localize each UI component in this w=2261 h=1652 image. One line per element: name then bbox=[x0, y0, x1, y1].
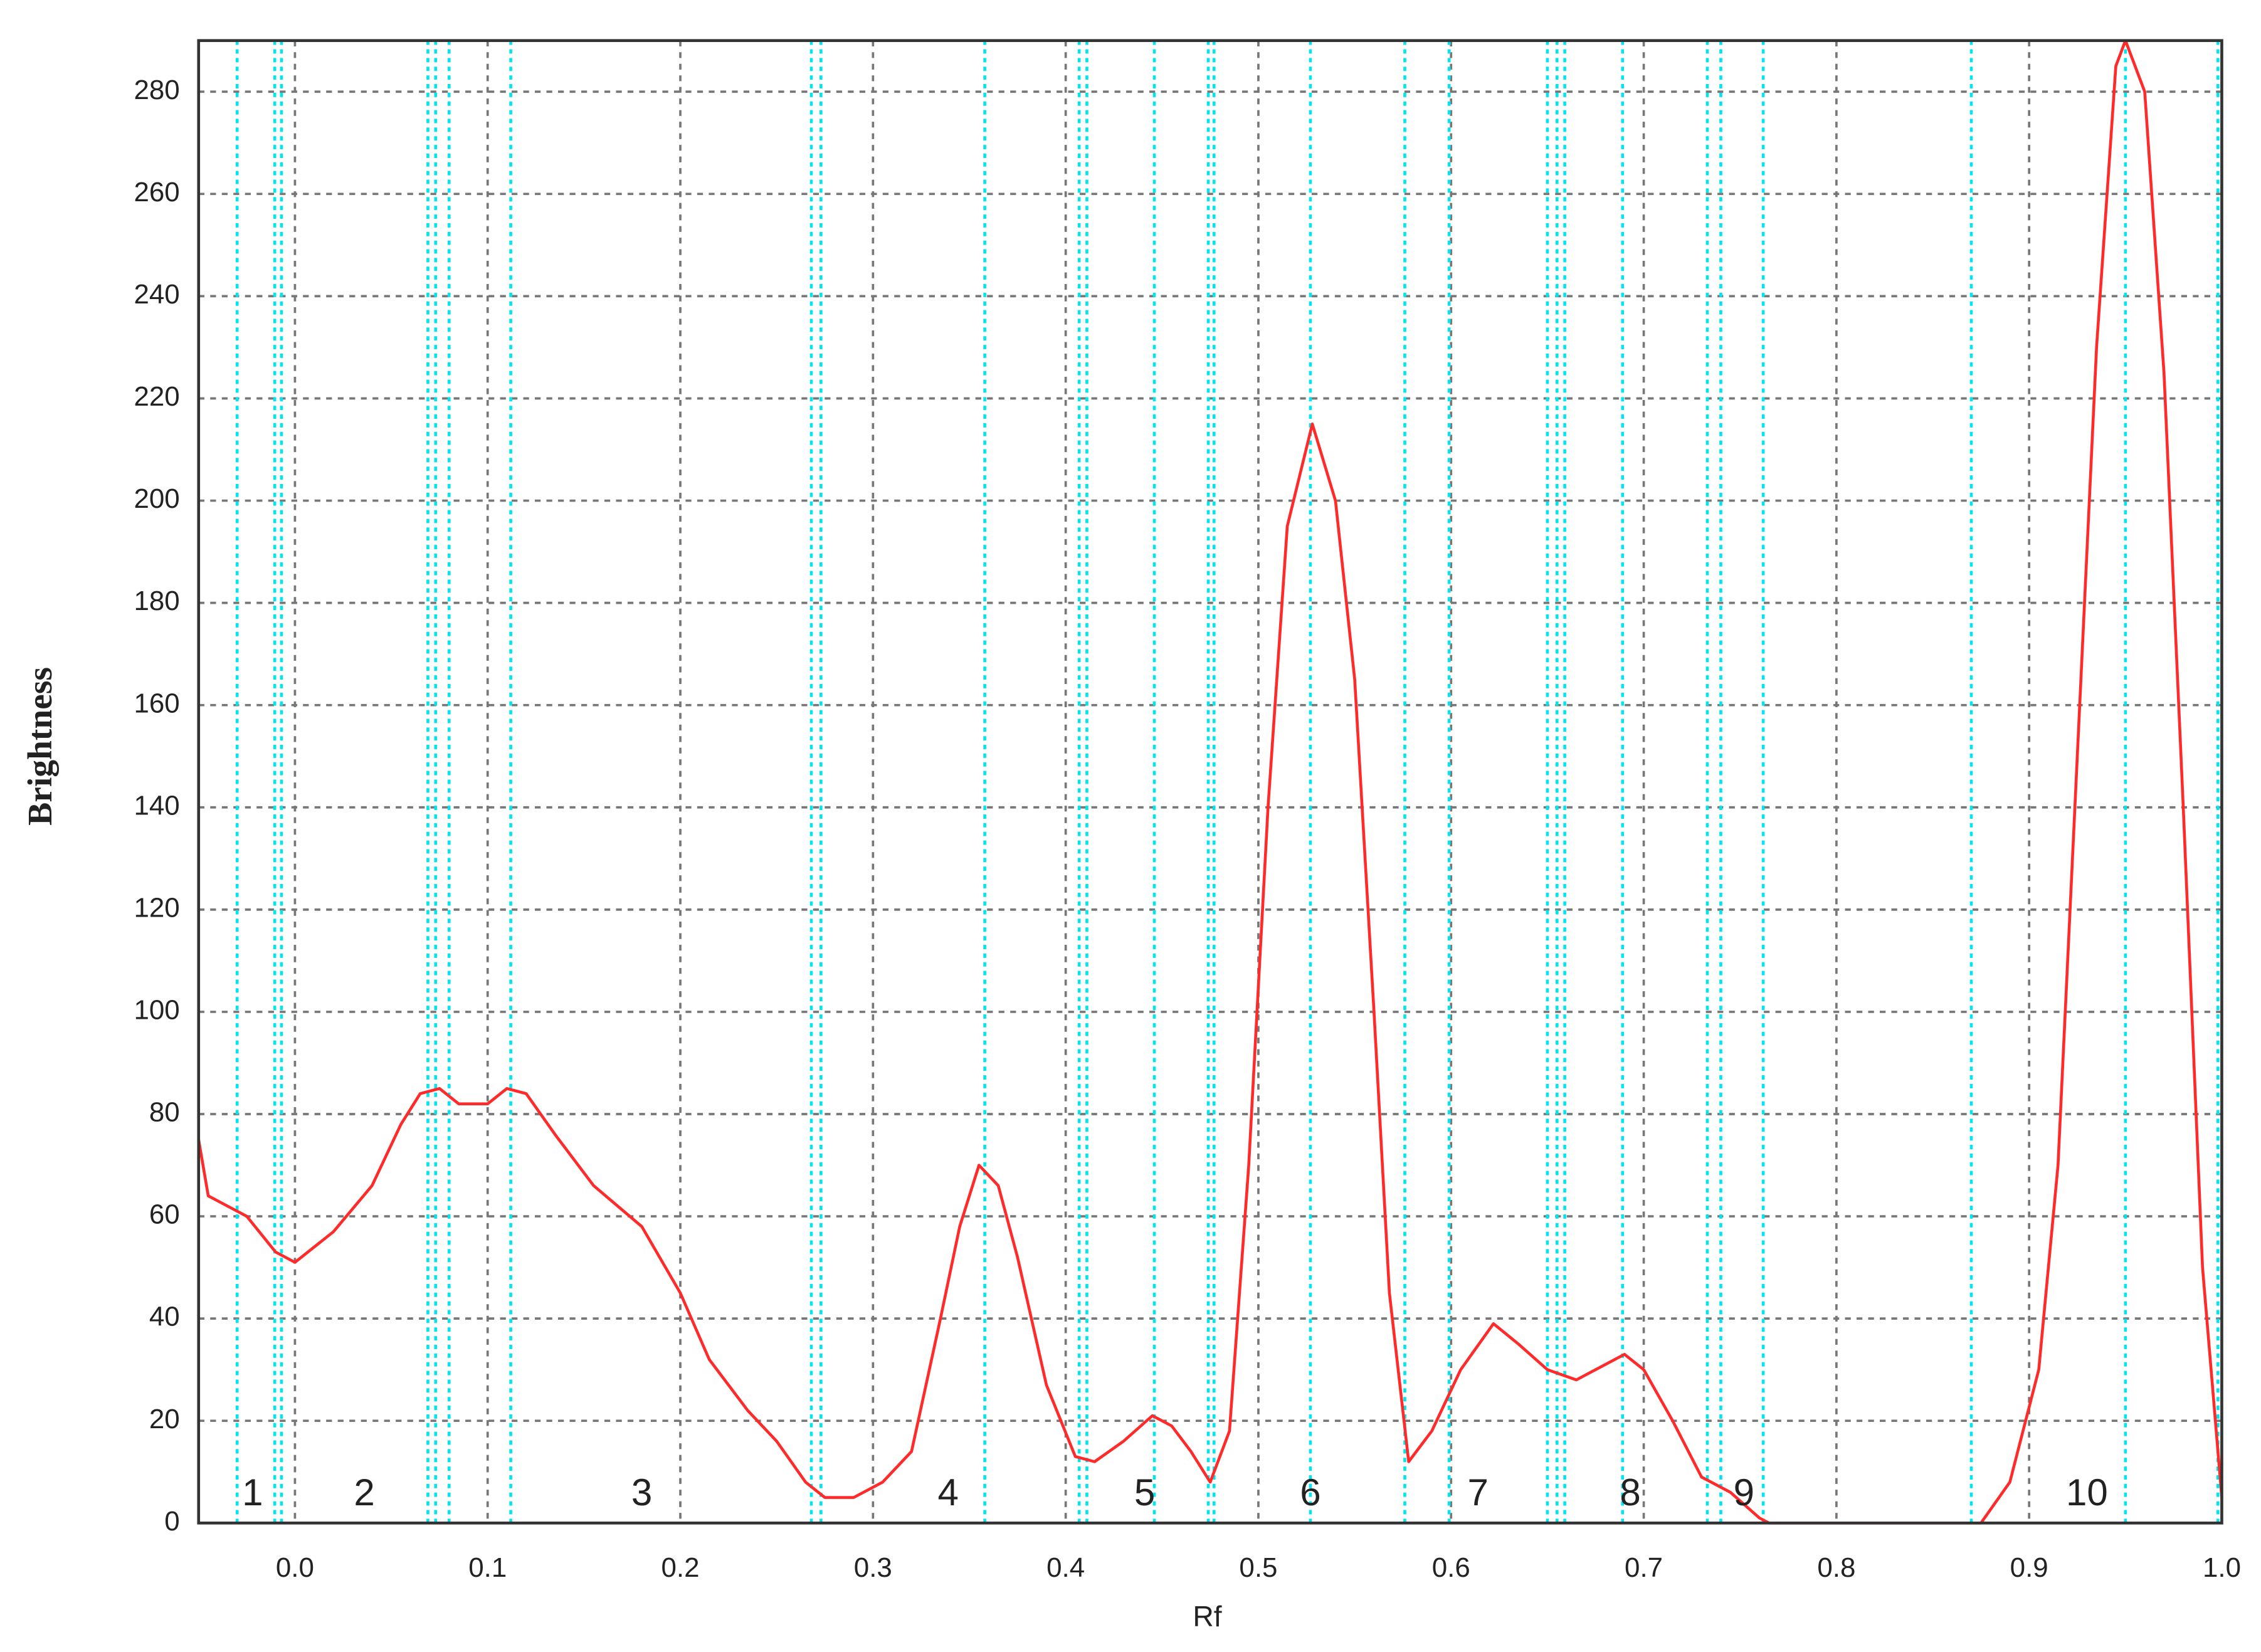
y-tick-label: 80 bbox=[149, 1097, 180, 1128]
y-tick-label: 20 bbox=[149, 1404, 180, 1434]
y-tick-label: 220 bbox=[134, 381, 179, 412]
y-tick-label: 260 bbox=[134, 177, 179, 208]
y-tick-label: 180 bbox=[134, 586, 179, 616]
y-tick-label: 280 bbox=[134, 75, 179, 105]
y-tick-label: 60 bbox=[149, 1199, 180, 1230]
label-layer: 0 20 40 60 80 100 120 140 160 180 200 220 240 260 280 0… bbox=[134, 75, 2241, 1583]
zone-label: 6 bbox=[1300, 1471, 1320, 1513]
y-tick-label: 0 bbox=[164, 1506, 179, 1537]
zone-label: 1 bbox=[242, 1471, 263, 1513]
y-tick-label: 200 bbox=[134, 483, 179, 514]
y-tick-label: 120 bbox=[134, 892, 179, 923]
zone-label: 4 bbox=[937, 1471, 958, 1513]
zone-label: 8 bbox=[1620, 1471, 1640, 1513]
zone-layer bbox=[235, 40, 2220, 1523]
x-tick-label: 0.7 bbox=[1625, 1552, 1663, 1583]
zone-label: 7 bbox=[1468, 1471, 1489, 1513]
x-tick-label: 0.3 bbox=[854, 1552, 892, 1583]
x-tick-label: 0.5 bbox=[1239, 1552, 1277, 1583]
x-tick-label: 0.1 bbox=[468, 1552, 507, 1583]
y-axis-title: Brightness bbox=[21, 667, 59, 826]
zone-label: 2 bbox=[354, 1471, 374, 1513]
zone-label: 3 bbox=[631, 1471, 652, 1513]
x-tick-label: 0.0 bbox=[276, 1552, 314, 1583]
plot-frame bbox=[197, 39, 2223, 1525]
x-tick-label: 0.8 bbox=[1817, 1552, 1855, 1583]
y-tick-label: 140 bbox=[134, 790, 179, 821]
x-tick-label: 0.4 bbox=[1046, 1552, 1085, 1583]
y-tick-label: 160 bbox=[134, 688, 179, 718]
zone-label: 9 bbox=[1734, 1471, 1754, 1513]
x-tick-label: 1.0 bbox=[2203, 1552, 2241, 1583]
x-axis-title: Rf bbox=[1193, 1600, 1221, 1633]
y-tick-label: 100 bbox=[134, 995, 179, 1026]
x-tick-label: 0.9 bbox=[2010, 1552, 2048, 1583]
x-tick-label: 0.2 bbox=[661, 1552, 700, 1583]
x-tick-label: 0.6 bbox=[1432, 1552, 1470, 1583]
zone-label: 5 bbox=[1134, 1471, 1155, 1513]
y-tick-label: 240 bbox=[134, 279, 179, 310]
grid-layer bbox=[198, 40, 2223, 1525]
y-tick-label: 40 bbox=[149, 1302, 180, 1332]
zone-label: 10 bbox=[2066, 1471, 2108, 1513]
